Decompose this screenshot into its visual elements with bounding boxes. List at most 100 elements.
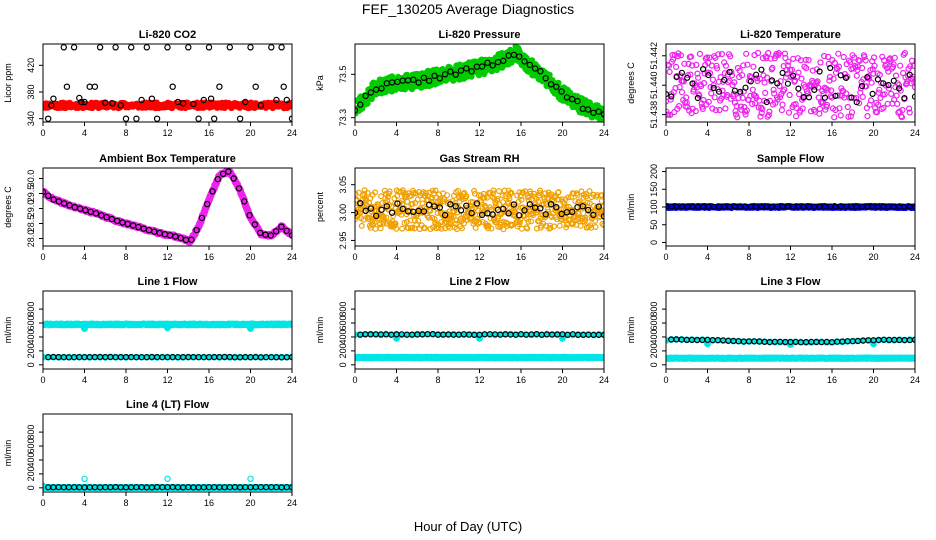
data-point [817,59,824,66]
plot-area [355,330,604,362]
panel-title: Line 2 Flow [450,276,510,288]
data-point [911,203,915,210]
series-cyan-flow [355,353,604,362]
data-point [867,97,875,104]
y-tick-label: 2.95 [338,232,348,250]
data-point [251,221,259,228]
data-point [853,72,860,79]
data-point [441,71,449,78]
data-point [420,74,428,82]
x-tick-label: 12 [785,128,795,138]
data-point [543,200,550,207]
plot-area [666,49,915,121]
data-point [373,212,380,220]
data-point [48,102,55,109]
data-point [283,227,290,235]
y-axis-label: Licor ppm [3,63,13,103]
y-tick-label: 200 [338,343,348,358]
data-point [246,211,253,219]
data-point [743,107,750,114]
data-point [117,102,125,109]
data-point [476,219,483,226]
data-point [467,199,474,206]
y-tick-label: 200 [649,343,659,358]
data-point [908,57,915,64]
data-point [600,213,604,220]
data-point [92,210,100,217]
data-point [516,219,523,226]
data-point [816,105,824,113]
data-point [755,104,762,111]
data-point [547,200,555,208]
x-tick-label: 16 [827,252,837,262]
y-tick-label: 0 [649,240,659,245]
data-point [422,225,429,232]
data-point [870,54,878,61]
data-point [759,105,766,113]
data-point [739,94,746,102]
data-point [288,321,292,329]
data-point [731,79,738,86]
data-point [179,100,187,107]
data-point [455,187,462,194]
data-point [198,214,206,222]
data-point [853,99,860,106]
series-minute-values [43,99,292,112]
data-point [880,104,887,112]
data-point [438,219,445,226]
data-point [177,234,184,242]
data-point [463,202,470,209]
data-point [45,192,52,199]
data-point [792,113,800,120]
data-point [582,217,589,224]
data-point [569,220,576,227]
data-point [190,100,197,108]
data-point [468,209,475,217]
data-point [501,187,508,194]
data-point [803,64,810,72]
data-point [763,98,770,106]
plot-area [43,475,292,492]
data-point [537,67,544,75]
x-tick-label: 8 [435,375,440,385]
series-averages [45,353,292,361]
data-point [789,72,797,79]
data-point [870,70,877,77]
data-point [734,114,741,121]
plot-area [43,320,292,361]
data-point [214,175,221,183]
data-point [521,58,528,65]
data-point [523,215,530,222]
data-point [694,74,702,81]
data-point [432,187,439,194]
data-point [544,195,551,202]
data-point [711,94,718,101]
data-point [484,59,491,67]
data-point [355,209,359,217]
x-tick-label: 16 [204,252,214,262]
data-point [778,106,786,114]
data-point [436,75,443,82]
x-tick-label: 16 [827,375,837,385]
plot-area [666,336,915,362]
x-tick-label: 0 [40,128,45,138]
data-point [874,76,882,83]
data-point [837,112,844,119]
data-point [667,111,674,119]
x-tick-label: 0 [663,375,668,385]
data-point [273,96,280,104]
data-point [524,225,531,232]
data-point [541,196,548,203]
data-point [724,91,731,99]
panel-title: Line 1 Flow [138,276,198,288]
x-tick-label: 16 [516,252,526,262]
data-point [863,83,870,90]
y-axis-label: ml/min [315,317,325,344]
data-point [795,69,802,76]
data-point [399,205,406,213]
data-point [831,114,838,121]
panel-title: Line 4 (LT) Flow [126,399,209,411]
data-point [680,78,687,85]
x-tick-label: 24 [599,128,609,138]
